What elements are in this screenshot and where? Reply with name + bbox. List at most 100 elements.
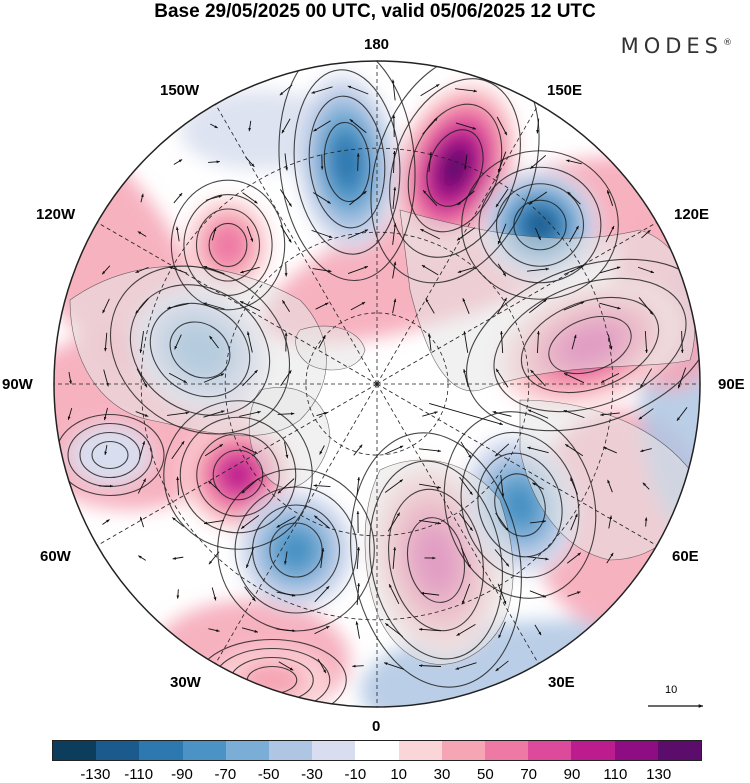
- anomaly-ridge: [222, 459, 254, 491]
- anomaly-trough: [70, 425, 150, 485]
- wind-arrow: [137, 231, 147, 237]
- wind-arrow: [530, 369, 546, 387]
- lon-label-30w: 30W: [170, 674, 201, 691]
- wind-arrow: [418, 664, 442, 668]
- wind-arrow: [317, 658, 327, 674]
- wind-arrow: [420, 83, 440, 97]
- wind-arrow: [422, 117, 438, 135]
- wind-arrow: [676, 407, 688, 421]
- wind-arrow: [420, 228, 440, 240]
- wind-arrow: [527, 409, 549, 419]
- wind-arrow: [280, 225, 292, 243]
- streamline-contour: [79, 431, 141, 479]
- colorbar-tick-label: -90: [171, 766, 193, 783]
- wind-arrow: [387, 512, 401, 532]
- wind-arrow: [677, 367, 687, 389]
- wind-arrow: [391, 79, 396, 101]
- streamline-contour: [520, 296, 660, 394]
- wind-arrow: [312, 268, 332, 273]
- wind-arrow: [136, 368, 148, 388]
- wind-arrow: [211, 587, 217, 601]
- wind-arrow: [392, 150, 396, 174]
- streamline-contour: [149, 302, 251, 398]
- wind-arrow: [277, 478, 295, 494]
- wind-arrow: [239, 410, 261, 417]
- wind-arrow: [347, 85, 369, 95]
- wind-arrow: [529, 154, 547, 170]
- landmass: [520, 400, 692, 560]
- wind-arrow: [534, 227, 542, 241]
- wind-arrow: [276, 516, 296, 528]
- wind-arrow: [496, 116, 508, 136]
- wind-arrow: [392, 298, 397, 314]
- wind-arrow: [497, 223, 507, 245]
- wind-arrow: [495, 188, 509, 208]
- meridian-line: [215, 383, 378, 664]
- map-title: Base 29/05/2025 00 UTC, valid 05/06/2025…: [154, 1, 596, 22]
- wind-arrow: [314, 585, 330, 603]
- lon-label-90e: 90E: [718, 376, 745, 393]
- wind-arrow: [429, 403, 503, 426]
- colorbar-cell: [269, 741, 313, 760]
- wind-arrow: [464, 154, 468, 170]
- wind-arrow: [137, 478, 147, 494]
- wind-arrow: [209, 335, 219, 349]
- wind-arrow: [316, 411, 328, 416]
- wind-arrow: [352, 664, 364, 668]
- colorbar-tick-label: -30: [301, 766, 323, 783]
- wind-arrow: [313, 192, 331, 204]
- wind-arrow: [284, 551, 288, 565]
- wind-arrow: [570, 513, 578, 531]
- wind-arrow: [140, 193, 144, 203]
- wind-arrow: [284, 441, 289, 459]
- wind-arrow: [135, 266, 149, 274]
- wind-arrow: [388, 583, 400, 605]
- wind-arrow: [529, 590, 547, 598]
- wind-arrow: [135, 298, 149, 314]
- colorbar-cell: [355, 741, 399, 760]
- colorbar-cell: [528, 741, 572, 760]
- wind-arrow: [203, 373, 225, 383]
- streamline-contour: [513, 199, 567, 251]
- streamline-contour: [388, 488, 484, 632]
- wind-arrow: [606, 190, 614, 206]
- wind-arrow: [497, 583, 507, 605]
- wind-arrow: [242, 192, 258, 204]
- colorbar-tick-label: -10: [344, 766, 367, 783]
- streamline-contour: [170, 179, 286, 311]
- wind-arrow: [350, 301, 366, 311]
- wind-arrow: [311, 86, 333, 94]
- wind-arrow: [208, 160, 220, 164]
- wind-arrow: [353, 444, 363, 456]
- wind-arrow: [383, 662, 405, 670]
- streamline-contour: [129, 284, 271, 416]
- wind-arrow: [563, 265, 585, 275]
- wind-arrow: [174, 334, 182, 350]
- wind-arrow: [640, 448, 652, 453]
- wind-arrow: [208, 480, 220, 492]
- wind-arrow: [355, 621, 360, 639]
- wind-arrow: [101, 265, 111, 275]
- wind-arrow: [384, 622, 404, 638]
- streamline-contour: [208, 222, 248, 268]
- wind-arrow: [463, 331, 469, 353]
- wind-arrow: [203, 265, 225, 275]
- lon-label-60w: 60W: [40, 548, 71, 565]
- wind-arrow: [680, 330, 684, 354]
- colorbar-tick-label: -110: [124, 766, 154, 783]
- wind-arrow: [422, 411, 438, 417]
- wind-arrow: [349, 118, 367, 134]
- wind-arrow: [461, 583, 471, 605]
- wind-arrow: [456, 623, 476, 637]
- wind-arrow: [392, 187, 397, 209]
- wind-arrow: [384, 445, 404, 455]
- wind-arrow: [599, 302, 621, 310]
- wind-arrow: [608, 515, 613, 529]
- wind-arrow: [462, 298, 470, 314]
- wind-arrow: [567, 591, 581, 597]
- colorbar: [52, 740, 702, 761]
- wind-arrow: [392, 546, 397, 570]
- wind-arrow: [313, 120, 331, 132]
- wind-arrow: [246, 331, 253, 353]
- colorbar-cell: [139, 741, 183, 760]
